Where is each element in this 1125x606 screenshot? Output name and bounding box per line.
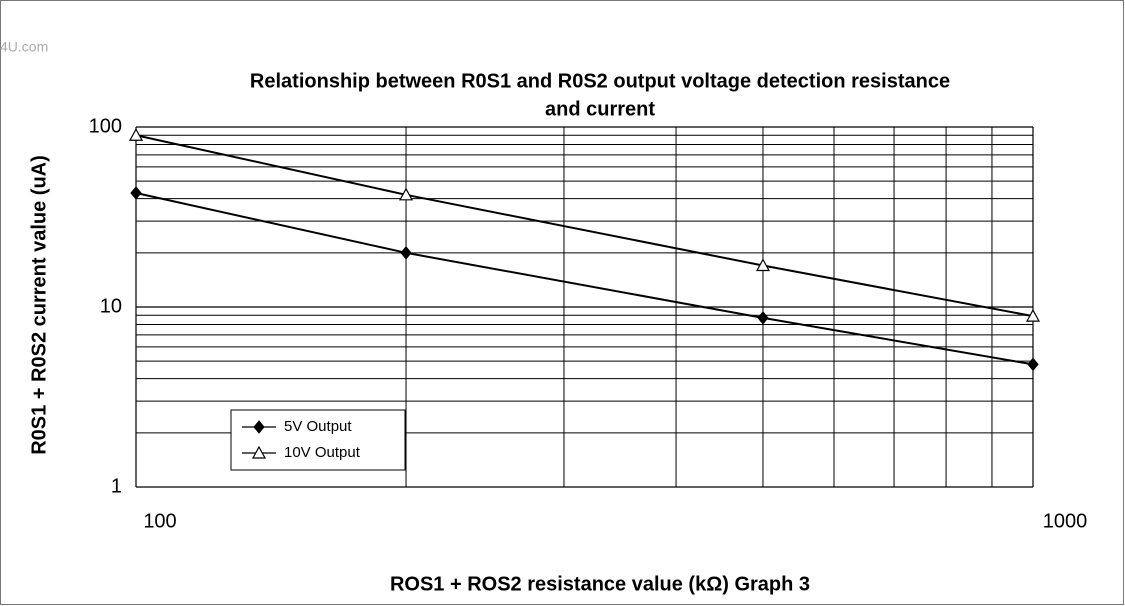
y-axis-label: R0S1 + R0S2 current value (uA) xyxy=(28,155,50,455)
y-tick-label: 10 xyxy=(100,295,122,317)
marker xyxy=(130,186,142,200)
chart-title: and current xyxy=(545,98,655,120)
marker xyxy=(755,258,770,272)
legend xyxy=(230,409,406,471)
watermark: 4U.com xyxy=(0,39,48,55)
marker xyxy=(128,127,144,141)
legend-marker xyxy=(251,445,267,459)
x-axis-label: ROS1 + ROS2 resistance value (kΩ) Graph … xyxy=(390,573,810,595)
chart-title: Relationship between R0S1 and R0S2 outpu… xyxy=(250,70,950,92)
y-tick-label: 1 xyxy=(111,475,122,497)
marker xyxy=(1025,308,1041,322)
x-tick-label: 100 xyxy=(143,510,176,532)
marker xyxy=(399,187,414,201)
marker xyxy=(1027,357,1039,372)
legend-label: 10V Output xyxy=(284,444,361,461)
legend-marker xyxy=(253,420,265,434)
y-tick-label: 100 xyxy=(89,115,122,137)
marker xyxy=(400,246,412,260)
x-tick-label: 1000 xyxy=(1043,510,1088,532)
series-line xyxy=(135,134,1034,318)
series-line xyxy=(135,191,1034,366)
legend-label: 5V Output xyxy=(284,418,352,435)
marker xyxy=(757,311,769,325)
